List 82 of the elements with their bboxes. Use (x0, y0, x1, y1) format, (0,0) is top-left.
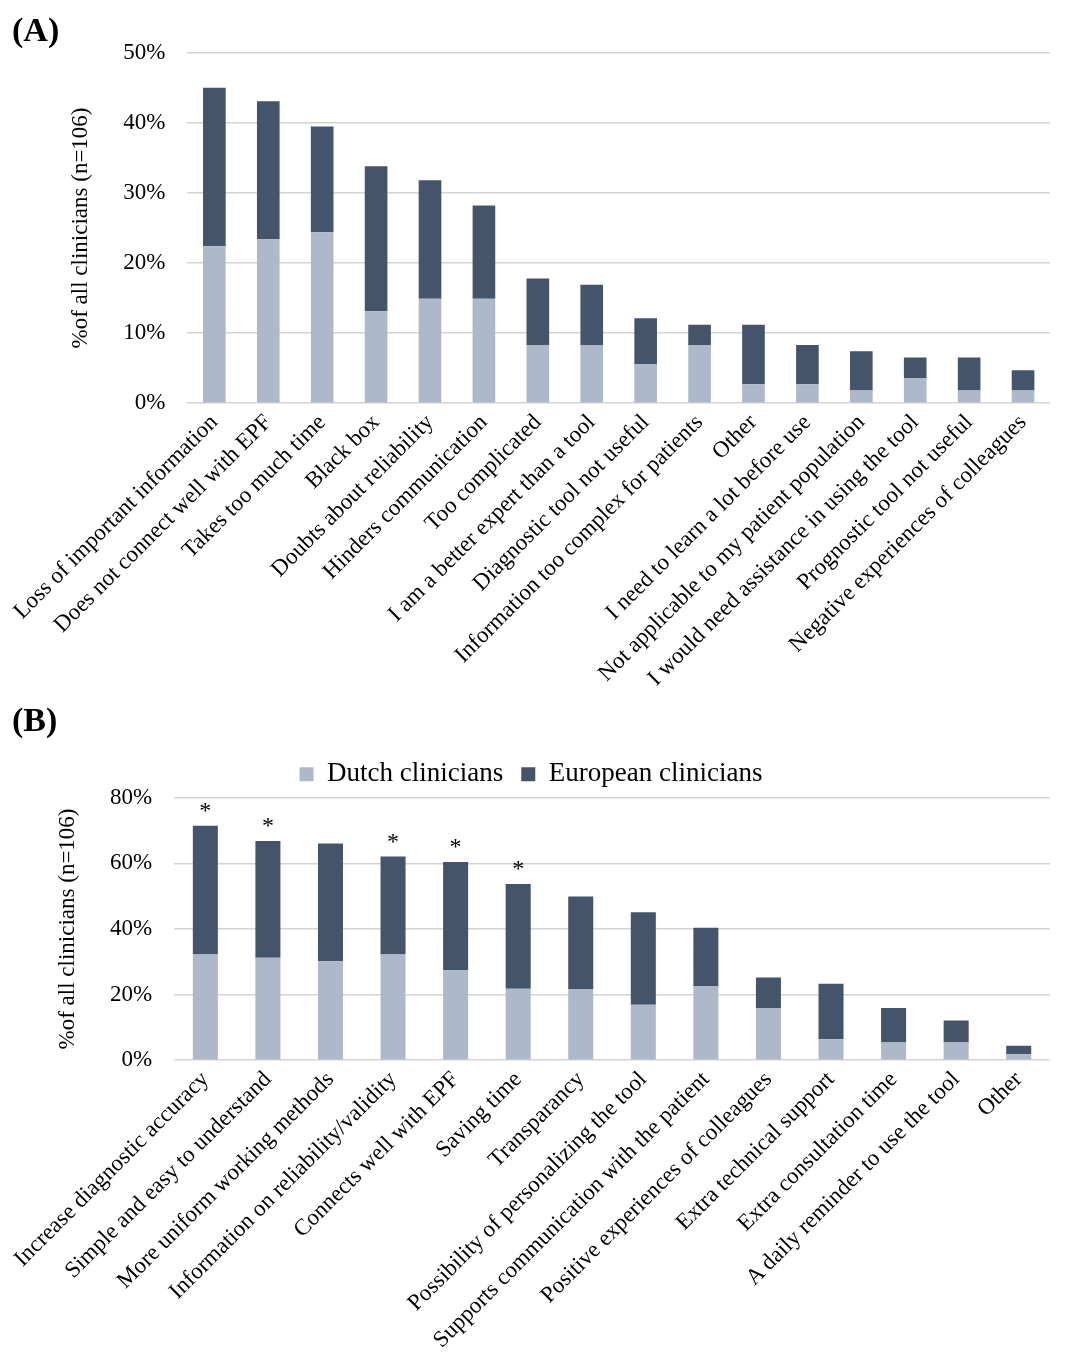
bar (364, 311, 388, 403)
bar (256, 101, 280, 240)
y-axis-title: %of all clinicians (n=106) (54, 808, 80, 1050)
chart-title: (A) (12, 11, 60, 50)
bar (255, 957, 281, 1060)
annotation: * (387, 827, 400, 854)
bar (526, 278, 550, 345)
bar (943, 1042, 969, 1060)
bar (255, 841, 281, 958)
bar (755, 1008, 781, 1060)
bar (317, 961, 343, 1060)
y-tick-label: 60% (109, 849, 153, 875)
bar (634, 363, 657, 403)
bar (380, 954, 406, 1060)
bar (903, 377, 927, 403)
y-tick-label: 10% (123, 319, 166, 345)
bar (957, 357, 981, 391)
bar (1011, 390, 1035, 403)
y-tick-label: 40% (109, 915, 153, 941)
annotation: * (449, 833, 462, 860)
bar (755, 977, 781, 1009)
bar (472, 298, 496, 403)
bar (526, 345, 550, 403)
annotation: * (199, 796, 212, 823)
bar (1006, 1054, 1032, 1060)
bar (192, 954, 218, 1060)
bar (443, 969, 469, 1060)
bar (634, 318, 657, 364)
bar (903, 357, 927, 378)
bar (380, 856, 406, 955)
bar (742, 324, 765, 385)
bar (693, 986, 719, 1060)
bar (818, 1039, 844, 1060)
bar (742, 384, 765, 403)
y-tick-label: 30% (123, 178, 166, 204)
bar (796, 345, 819, 385)
bar (630, 912, 656, 1005)
bar (1006, 1045, 1032, 1055)
bar (630, 1004, 656, 1060)
bar (693, 927, 719, 987)
bar (849, 390, 873, 403)
bar (192, 825, 218, 955)
y-tick-label: 50% (123, 38, 166, 64)
y-tick-label: 0% (134, 389, 166, 415)
bar (881, 1008, 907, 1043)
legend-label: European clinicians (548, 757, 763, 788)
bar (364, 166, 388, 312)
y-tick-label: 0% (121, 1046, 153, 1072)
bar (568, 896, 594, 990)
bar (881, 1042, 907, 1060)
bar (472, 205, 496, 299)
chart-title: (B) (12, 701, 58, 740)
bar (1011, 370, 1035, 391)
bar (317, 843, 343, 962)
bar (849, 351, 873, 391)
bar (256, 239, 280, 403)
y-tick-label: 20% (109, 980, 153, 1006)
annotation: * (261, 812, 274, 839)
legend-label: Dutch clinicians (327, 757, 504, 788)
bar (505, 988, 531, 1060)
bar (688, 324, 711, 345)
annotation: * (512, 855, 525, 882)
bar (310, 232, 334, 403)
bar (310, 126, 334, 233)
bar (568, 989, 594, 1060)
bar (203, 246, 226, 403)
bar (418, 180, 442, 299)
bar (796, 384, 819, 403)
bar (688, 345, 711, 403)
bar (505, 884, 531, 989)
bar (203, 87, 226, 247)
bar (443, 862, 469, 970)
y-tick-label: 20% (123, 249, 166, 275)
y-axis-title: %of all clinicians (n=106) (67, 107, 93, 349)
y-tick-label: 40% (123, 108, 166, 134)
bar (418, 298, 442, 403)
bar (943, 1020, 969, 1043)
bar (957, 390, 981, 403)
bar (580, 345, 604, 403)
bar (580, 284, 604, 345)
bar (818, 983, 844, 1040)
y-tick-label: 80% (109, 783, 153, 809)
